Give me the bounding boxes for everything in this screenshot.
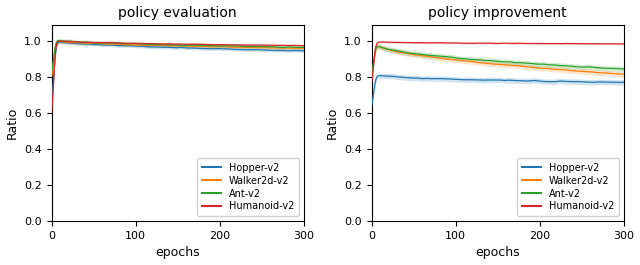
Legend: Hopper-v2, Walker2d-v2, Ant-v2, Humanoid-v2: Hopper-v2, Walker2d-v2, Ant-v2, Humanoid… <box>196 158 299 216</box>
Title: policy improvement: policy improvement <box>428 6 567 20</box>
Title: policy evaluation: policy evaluation <box>118 6 237 20</box>
Y-axis label: Ratio: Ratio <box>6 107 19 139</box>
Legend: Hopper-v2, Walker2d-v2, Ant-v2, Humanoid-v2: Hopper-v2, Walker2d-v2, Ant-v2, Humanoid… <box>516 158 619 216</box>
Y-axis label: Ratio: Ratio <box>326 107 339 139</box>
X-axis label: epochs: epochs <box>476 246 520 259</box>
X-axis label: epochs: epochs <box>156 246 200 259</box>
